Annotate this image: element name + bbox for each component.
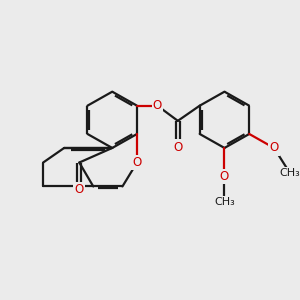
Text: CH₃: CH₃ xyxy=(214,197,235,208)
Text: O: O xyxy=(220,170,229,183)
Text: O: O xyxy=(75,183,84,196)
Text: CH₃: CH₃ xyxy=(280,168,300,178)
Text: O: O xyxy=(269,142,279,154)
Text: O: O xyxy=(132,156,142,169)
Text: O: O xyxy=(173,141,182,154)
Text: O: O xyxy=(153,99,162,112)
